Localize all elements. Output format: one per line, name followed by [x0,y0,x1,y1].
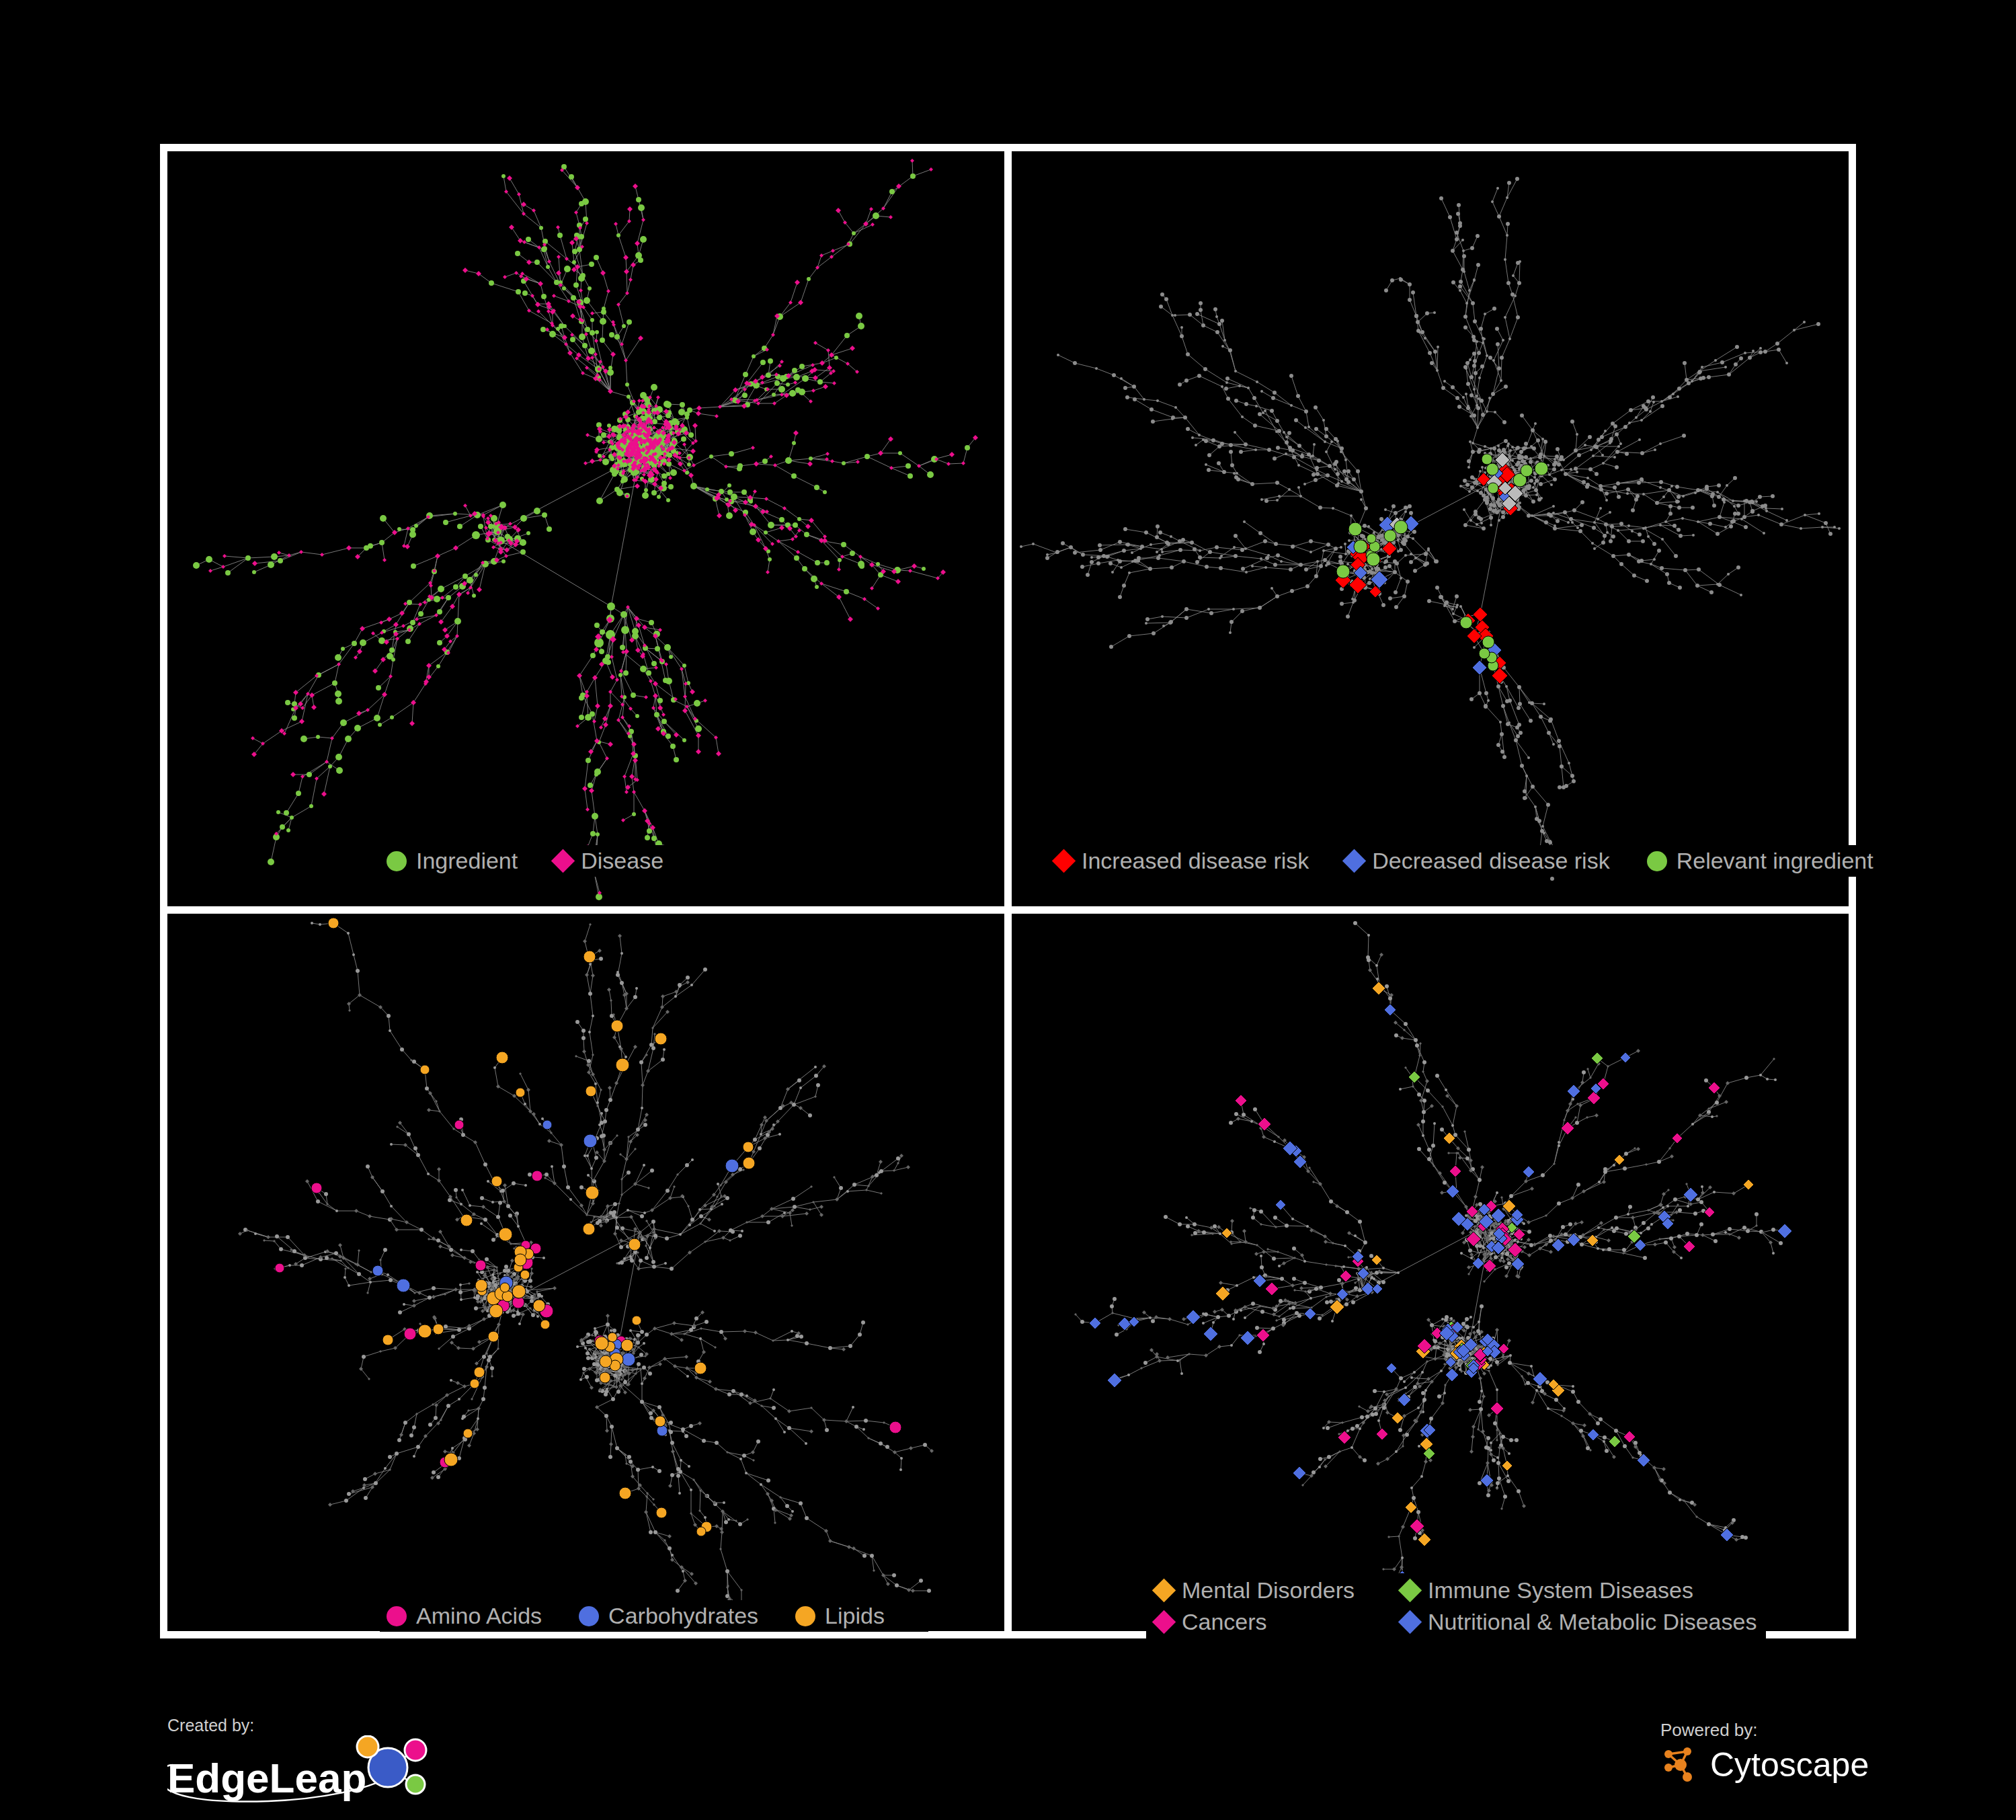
svg-text:EdgeLeap: EdgeLeap [167,1755,366,1801]
